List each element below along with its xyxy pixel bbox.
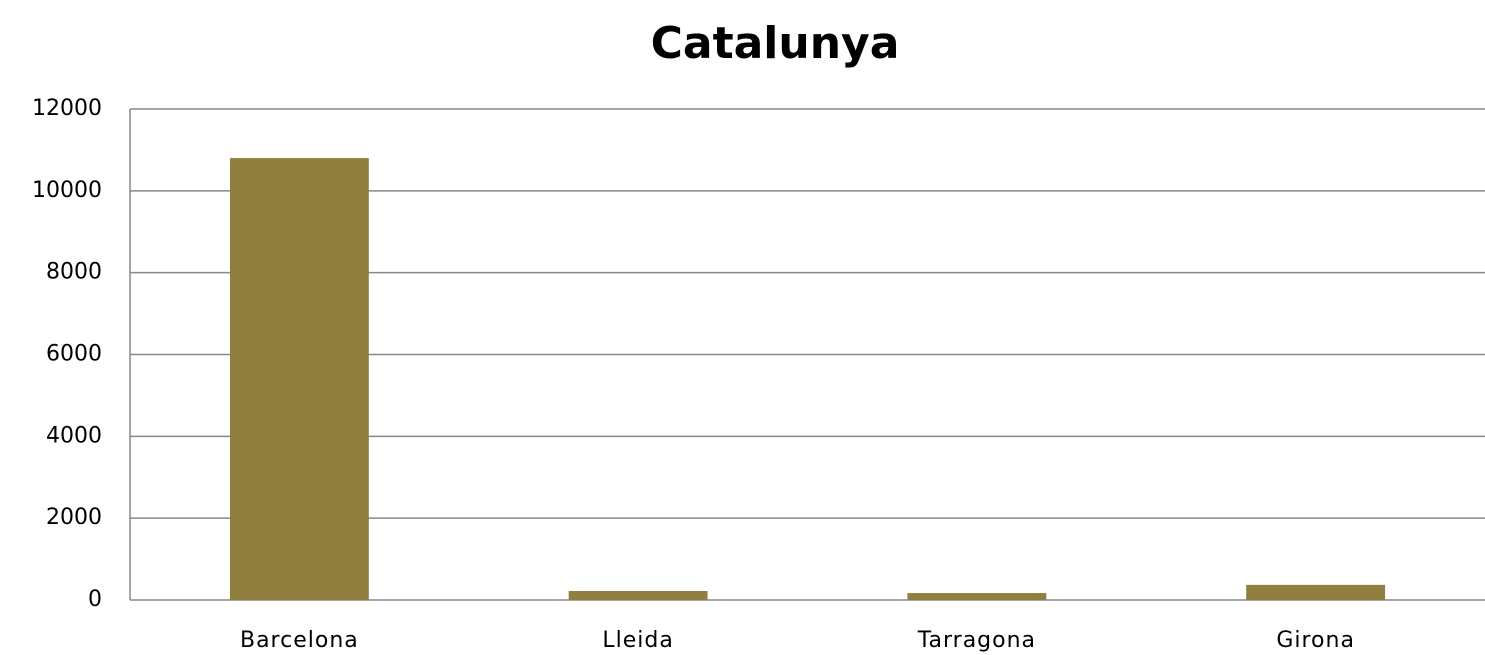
x-tick-label: Lleida	[602, 628, 673, 653]
x-tick-label: Tarragona	[917, 628, 1036, 653]
bar	[1246, 584, 1386, 600]
y-tick-label: 0	[88, 587, 102, 612]
x-tick-label: Girona	[1276, 628, 1355, 653]
bar	[568, 590, 708, 600]
y-tick-label: 8000	[46, 260, 102, 285]
y-tick-label: 2000	[46, 505, 102, 530]
y-tick-label: 6000	[46, 342, 102, 367]
y-tick-label: 10000	[32, 178, 102, 203]
chart-title: Catalunya	[651, 18, 900, 69]
y-tick-label: 4000	[46, 423, 102, 448]
x-tick-label: Barcelona	[240, 628, 359, 653]
y-tick-label: 12000	[32, 96, 102, 121]
bar	[907, 593, 1047, 600]
bar	[229, 158, 369, 600]
